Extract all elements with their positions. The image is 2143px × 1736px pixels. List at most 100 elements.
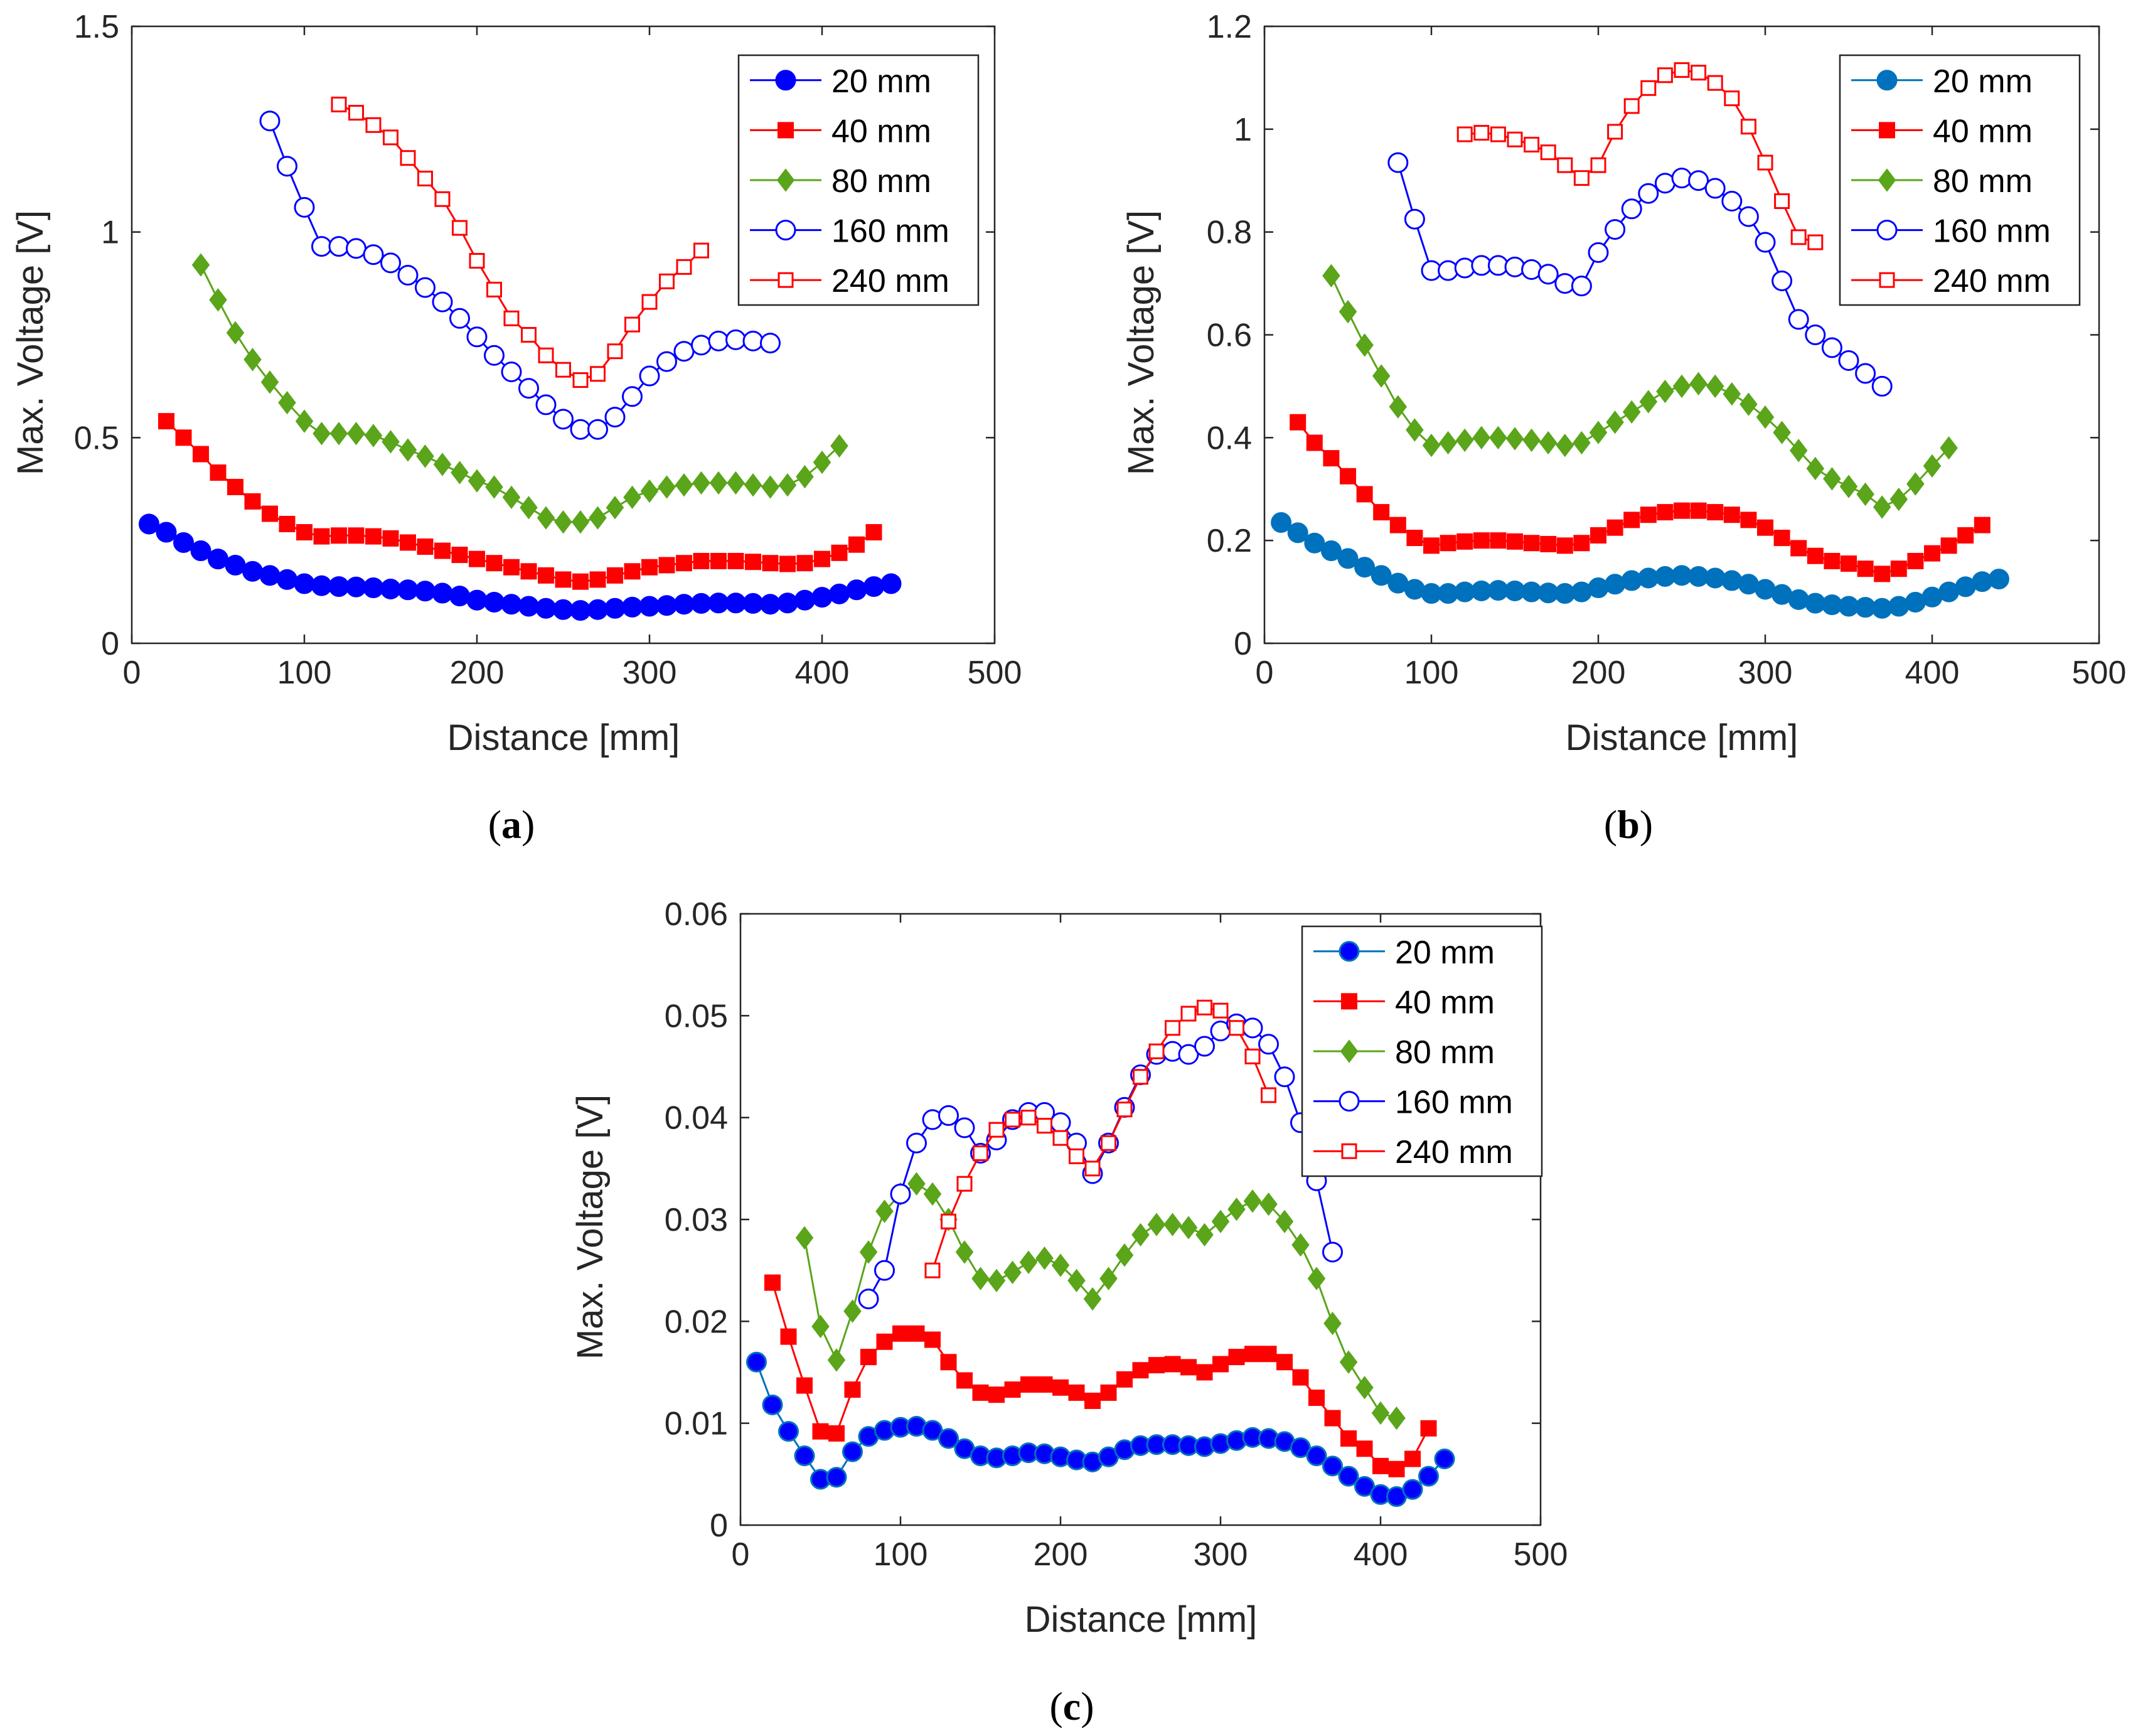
data-point-a-1 [658,557,675,574]
data-point-a-0 [725,592,746,614]
data-point-a-2 [692,471,710,495]
data-point-c-1 [1260,1346,1277,1363]
data-point-c-1 [1244,1346,1261,1363]
data-point-a-0 [639,596,660,617]
data-point-a-0 [656,595,677,616]
series-a-40-mm [158,413,882,590]
data-point-a-0 [173,532,194,553]
data-point-c-3 [1258,1034,1279,1055]
data-point-c-0 [746,1351,767,1373]
data-point-b-4 [1507,131,1523,147]
data-point-a-2 [278,390,296,415]
data-point-b-1 [1523,535,1540,552]
data-point-c-3 [858,1289,879,1310]
data-point-c-2 [811,1314,830,1339]
data-point-c-4 [1229,1020,1244,1036]
data-point-b-2 [1889,487,1908,512]
data-point-b-0 [1371,565,1392,586]
legend-marker-a-2 [776,168,795,192]
data-point-a-2 [416,444,434,468]
legend-label-a-4: 240 mm [831,263,949,299]
data-point-c-1 [1164,1356,1181,1373]
data-point-b-0 [1271,512,1292,533]
plot-area-a: 0 100 200 300 400 500 0 0.5 1 1.5 20 mm 40 mm 80 mm 1… [74,9,1022,691]
data-point-c-3 [1194,1036,1215,1057]
data-point-a-2 [778,473,797,497]
data-point-a-1 [848,536,865,553]
data-point-b-4 [1757,154,1773,171]
y-tick-label-b: 0 [1234,626,1252,662]
data-point-c-2 [1019,1250,1038,1274]
data-point-a-1 [831,544,848,561]
data-point-a-3 [432,291,453,313]
data-point-a-0 [346,576,366,597]
data-point-a-2 [502,485,521,510]
data-point-a-4 [331,97,347,113]
data-point-b-0 [1721,570,1743,591]
series-b-160-mm [1387,152,1893,397]
data-point-c-1 [956,1372,973,1389]
data-point-b-1 [1657,504,1674,521]
data-point-b-4 [1540,144,1556,161]
data-point-c-3 [1050,1112,1071,1133]
data-point-b-2 [1606,410,1624,434]
data-point-a-3 [311,236,332,257]
data-point-a-0 [242,560,263,582]
data-point-a-2 [347,422,365,446]
data-point-a-0 [277,569,297,590]
data-point-b-1 [1740,512,1757,528]
series-a-160-mm [259,110,781,440]
x-tick-label-c: 500 [1514,1536,1568,1573]
data-point-a-2 [382,430,400,454]
data-point-c-2 [1147,1213,1166,1236]
data-point-c-0 [1418,1465,1439,1487]
data-point-a-3 [639,365,660,387]
legend-label-b-0: 20 mm [1933,63,2033,100]
data-point-c-2 [1051,1253,1070,1277]
data-point-b-1 [1874,565,1891,582]
data-point-c-1 [1084,1392,1101,1409]
data-point-c-1 [780,1328,797,1345]
data-point-b-2 [1422,433,1441,458]
data-point-a-1 [572,573,589,590]
series-a-20-mm [139,513,902,621]
data-point-a-3 [708,330,729,351]
data-point-a-2 [761,475,779,499]
data-point-a-2 [468,469,486,493]
chart-panel-b: 0 100 200 300 400 500 0 0.2 0.4 0.6 0.8 1 1.2 20 mm 40… [1121,9,2126,847]
caption-c: (c) [1049,1684,1094,1728]
data-point-b-0 [1972,571,1993,592]
data-point-b-3 [1638,183,1659,204]
data-point-a-0 [190,540,211,562]
legend-label-a-1: 40 mm [831,113,931,149]
x-tick-label-b: 500 [2072,655,2127,691]
data-point-c-1 [1020,1376,1037,1393]
data-point-a-0 [225,554,246,576]
data-point-a-1 [779,555,796,572]
data-point-a-2 [589,506,607,530]
data-point-a-2 [329,422,348,446]
data-point-a-2 [295,409,314,433]
data-point-a-3 [380,252,401,274]
data-point-c-0 [1338,1465,1359,1487]
data-point-b-2 [1689,372,1707,395]
data-point-b-1 [1723,506,1740,523]
data-point-c-4 [1005,1112,1020,1128]
data-point-c-4 [1116,1101,1133,1118]
data-point-b-2 [1455,428,1474,453]
x-tick-label-c: 100 [874,1536,928,1573]
data-point-b-3 [1855,363,1876,384]
legend-label-c-4: 240 mm [1395,1134,1513,1171]
data-point-b-3 [1871,375,1893,397]
legend-label-c-2: 80 mm [1395,1034,1495,1071]
data-point-a-4 [400,150,416,166]
legend-marker-c-2 [1340,1039,1359,1063]
data-point-b-3 [1671,168,1692,189]
data-point-c-4 [1261,1087,1276,1103]
data-point-a-3 [328,236,350,257]
data-point-a-2 [640,479,659,503]
data-point-a-1 [382,530,399,547]
plot-area-c: 0 100 200 300 400 500 0 0.01 0.02 0.03 0.04 0.05 0.0… [665,896,1568,1573]
data-point-b-4 [1573,170,1590,186]
data-point-b-0 [1888,596,1910,617]
